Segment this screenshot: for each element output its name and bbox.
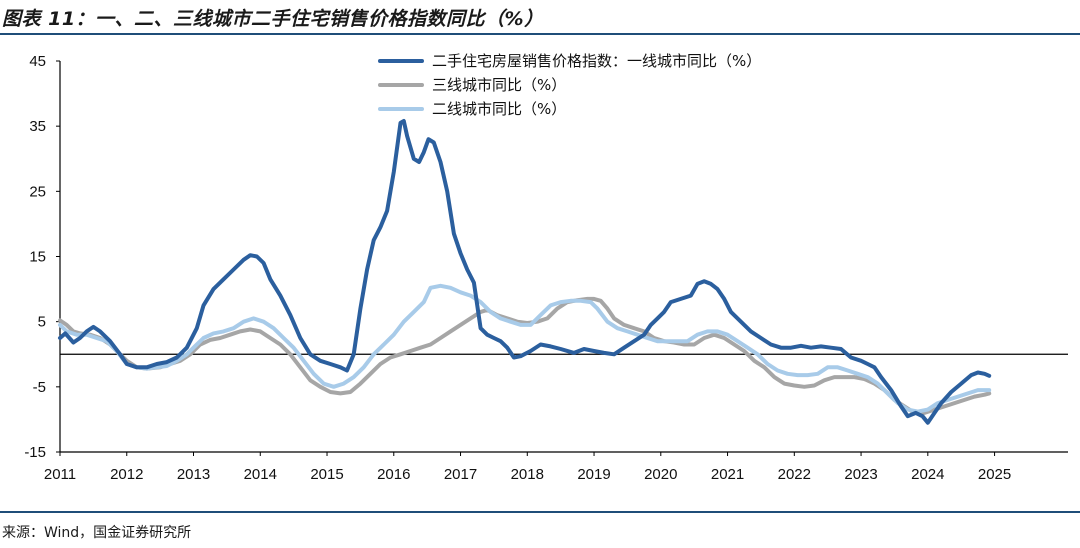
- x-tick-label: 2024: [911, 466, 944, 483]
- x-tick-label: 2013: [177, 466, 210, 483]
- bottom-rule: [0, 511, 1080, 513]
- y-tick-label: -15: [24, 444, 46, 461]
- x-tick-label: 2021: [711, 466, 744, 483]
- x-tick-label: 2023: [844, 466, 877, 483]
- top-rule: [0, 33, 1080, 35]
- y-tick-label: 45: [29, 53, 46, 70]
- x-tick-label: 2012: [110, 466, 143, 483]
- x-tick-label: 2020: [644, 466, 677, 483]
- y-tick-label: 15: [29, 249, 46, 266]
- y-tick-label: 5: [38, 314, 46, 331]
- y-tick-label: 25: [29, 183, 46, 200]
- x-tick-label: 2016: [377, 466, 410, 483]
- series-line-3: [58, 283, 992, 414]
- chart-title: 图表 11：一、二、三线城市二手住宅销售价格指数同比（%）: [2, 8, 544, 30]
- series-group: [58, 119, 992, 425]
- x-tick-label: 2014: [244, 466, 277, 483]
- axes-group: -15 -5 5 15 25 35 45 2011 2012 2013 2014 2015 2016 20…: [24, 53, 1068, 483]
- x-tick-label: 2018: [511, 466, 544, 483]
- legend-label-1: 二手住宅房屋销售价格指数：一线城市同比（%）: [432, 52, 761, 70]
- legend-label-2: 三线城市同比（%）: [432, 76, 566, 94]
- source-note: 来源：Wind，国金证券研究所: [2, 525, 192, 541]
- series-line-1: [58, 119, 992, 425]
- x-tick-label: 2022: [778, 466, 811, 483]
- x-tick-label: 2019: [577, 466, 610, 483]
- x-tick-label: 2011: [44, 466, 76, 483]
- line-chart: -15 -5 5 15 25 35 45 2011 2012 2013 2014 2015 2016 20…: [24, 52, 1068, 483]
- x-tick-label: 2025: [978, 466, 1011, 483]
- legend-label-3: 二线城市同比（%）: [432, 100, 566, 118]
- x-tick-label: 2015: [310, 466, 343, 483]
- x-tick-label: 2017: [444, 466, 477, 483]
- legend-group: 二手住宅房屋销售价格指数：一线城市同比（%） 三线城市同比（%） 二线城市同比（%）: [378, 52, 761, 118]
- y-tick-label: -5: [33, 379, 46, 396]
- y-tick-label: 35: [29, 118, 46, 135]
